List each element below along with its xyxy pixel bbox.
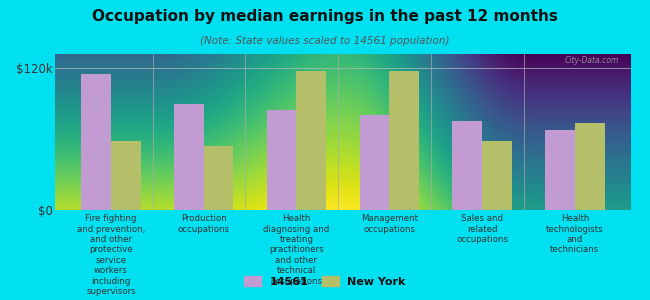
Bar: [174, 103, 203, 210]
Bar: [575, 122, 604, 210]
Bar: [111, 142, 140, 210]
Bar: [389, 70, 419, 210]
Bar: [266, 110, 296, 210]
Bar: [296, 70, 326, 210]
Text: Occupation by median earnings in the past 12 months: Occupation by median earnings in the pas…: [92, 9, 558, 24]
Bar: [545, 130, 575, 210]
Legend: 14561, New York: 14561, New York: [240, 272, 410, 291]
Bar: [452, 122, 482, 210]
Bar: [111, 142, 140, 210]
Bar: [81, 74, 111, 210]
Bar: [359, 116, 389, 210]
Bar: [545, 130, 575, 210]
Bar: [389, 70, 419, 210]
Bar: [266, 110, 296, 210]
Bar: [174, 103, 203, 210]
Bar: [81, 74, 111, 210]
Text: (Note: State values scaled to 14561 population): (Note: State values scaled to 14561 popu…: [200, 36, 450, 46]
Bar: [482, 142, 512, 210]
Text: City-Data.com: City-Data.com: [565, 56, 619, 64]
Bar: [575, 122, 604, 210]
Bar: [296, 70, 326, 210]
Bar: [203, 146, 233, 210]
Bar: [203, 146, 233, 210]
Bar: [359, 116, 389, 210]
Bar: [482, 142, 512, 210]
Bar: [452, 122, 482, 210]
